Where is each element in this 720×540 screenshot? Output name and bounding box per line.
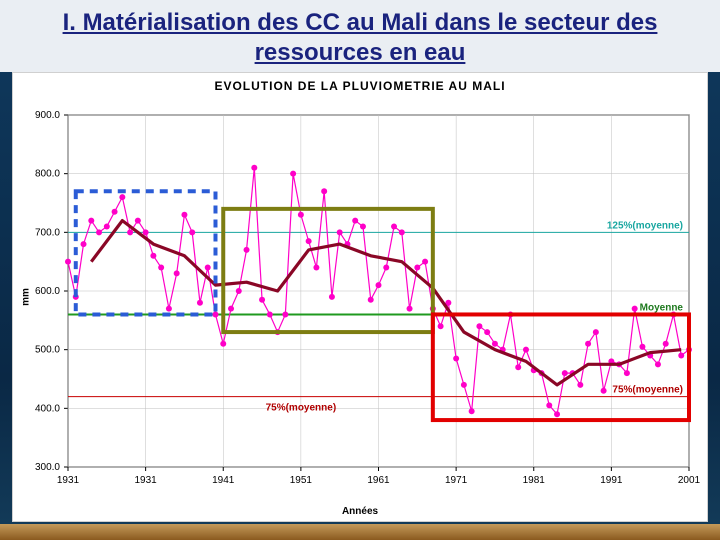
- svg-text:Moyenne: Moyenne: [640, 302, 684, 313]
- svg-text:700.0: 700.0: [35, 227, 60, 238]
- y-axis-label: mm: [20, 288, 31, 306]
- svg-text:500.0: 500.0: [35, 345, 60, 356]
- svg-text:600.0: 600.0: [35, 286, 60, 297]
- svg-text:400.0: 400.0: [35, 403, 60, 414]
- svg-text:2001: 2001: [678, 475, 701, 486]
- svg-text:125%(moyenne): 125%(moyenne): [607, 220, 683, 231]
- x-axis-label: Années: [13, 506, 707, 517]
- svg-text:900.0: 900.0: [35, 110, 60, 121]
- chart-container: EVOLUTION DE LA PLUVIOMETRIE AU MALI mm …: [12, 72, 708, 522]
- footer-decoration: [0, 524, 720, 540]
- svg-text:1931: 1931: [57, 475, 80, 486]
- svg-text:300.0: 300.0: [35, 462, 60, 473]
- chart-svg: 300.0 400.0 500.0 600.0 700.0 800.0 900.0 1931 1…: [13, 93, 707, 503]
- svg-text:1981: 1981: [523, 475, 546, 486]
- svg-text:1961: 1961: [367, 475, 390, 486]
- svg-text:1931: 1931: [135, 475, 158, 486]
- svg-text:1991: 1991: [600, 475, 623, 486]
- svg-text:1971: 1971: [445, 475, 468, 486]
- svg-text:1951: 1951: [290, 475, 313, 486]
- svg-text:1941: 1941: [212, 475, 235, 486]
- slide-title: I. Matérialisation des CC au Mali dans l…: [0, 0, 720, 72]
- svg-text:800.0: 800.0: [35, 169, 60, 180]
- svg-text:75%(moyenne): 75%(moyenne): [612, 385, 683, 396]
- chart-title: EVOLUTION DE LA PLUVIOMETRIE AU MALI: [13, 73, 707, 93]
- svg-text:75%(moyenne): 75%(moyenne): [266, 403, 337, 414]
